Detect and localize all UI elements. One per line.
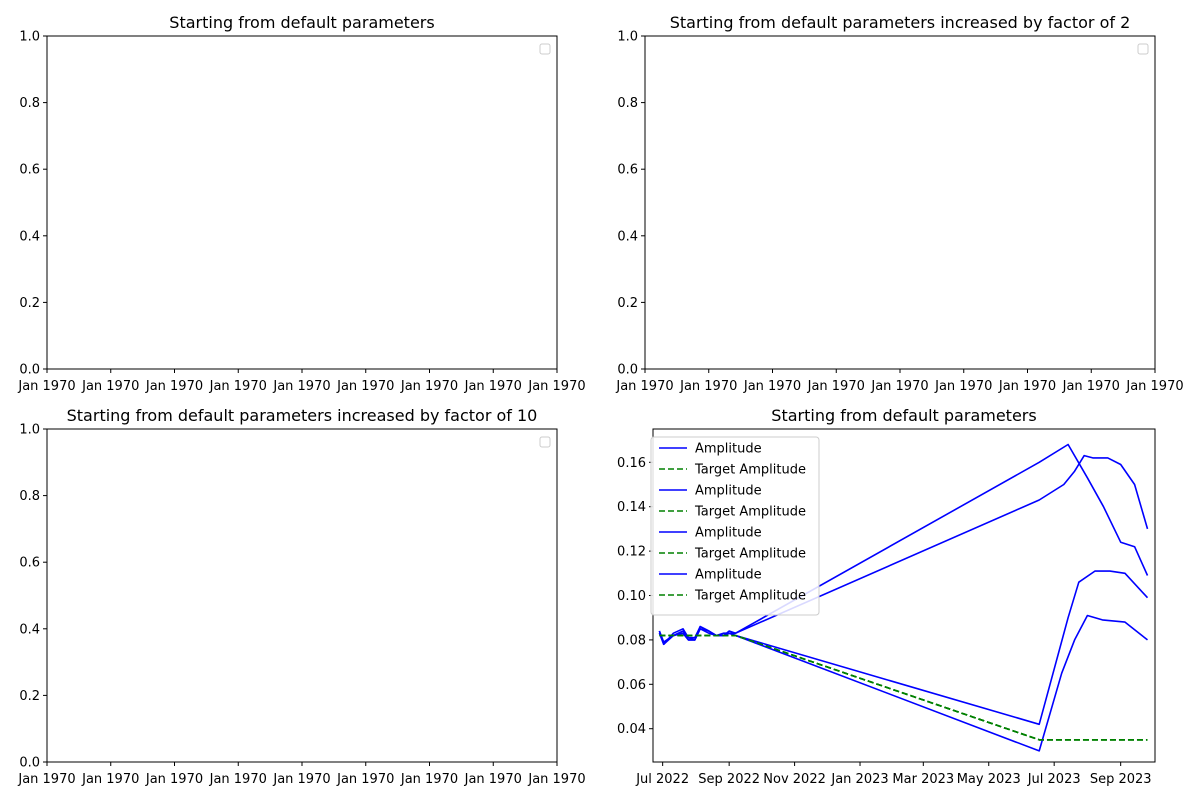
x-tick-label: Jan 1970 — [807, 379, 865, 394]
y-tick-label: 0.04 — [617, 722, 646, 737]
y-tick-label: 0.6 — [617, 163, 638, 178]
x-tick-label: Jan 1970 — [1062, 379, 1120, 394]
x-tick-label: Jan 1970 — [934, 379, 992, 394]
x-tick-label: Jul 2023 — [1027, 772, 1081, 787]
x-tick-label: Jan 1970 — [209, 772, 267, 787]
series-line-4 — [659, 634, 1148, 741]
legend-label: Target Amplitude — [694, 463, 806, 478]
legend-label: Target Amplitude — [694, 589, 806, 604]
axes-frame — [644, 35, 1156, 370]
legend-label: Target Amplitude — [694, 547, 806, 562]
x-tick-label: Jul 2022 — [635, 772, 689, 787]
y-tick-label: 1.0 — [19, 30, 40, 45]
x-tick-label: Jan 1970 — [527, 772, 585, 787]
y-tick-label: 0.10 — [617, 589, 646, 604]
x-tick-label: Jan 1970 — [336, 772, 394, 787]
y-tick-label: 0.6 — [19, 163, 40, 178]
x-tick-label: Jan 1970 — [145, 772, 203, 787]
x-tick-label: Jan 1970 — [272, 772, 330, 787]
y-tick-label: 0.0 — [19, 756, 40, 771]
x-tick-label: Jan 1970 — [400, 379, 458, 394]
x-tick-label: Jan 1970 — [17, 772, 75, 787]
legend-label: Amplitude — [695, 442, 762, 457]
x-tick-label: Jan 1970 — [81, 772, 139, 787]
chart-title: Starting from default parameters — [771, 406, 1036, 425]
y-tick-label: 0.6 — [19, 556, 40, 571]
x-tick-label: Jan 1970 — [870, 379, 928, 394]
x-tick-label: Jan 1970 — [464, 379, 522, 394]
y-tick-label: 1.0 — [19, 423, 40, 438]
chart-title: Starting from default parameters increas… — [670, 13, 1131, 32]
chart-title: Starting from default parameters — [169, 13, 434, 32]
y-tick-label: 0.06 — [617, 678, 646, 693]
legend-box — [539, 436, 551, 448]
y-tick-label: 0.4 — [617, 229, 638, 244]
x-tick-label: Jan 1970 — [743, 379, 801, 394]
x-tick-label: Jan 1970 — [464, 772, 522, 787]
y-tick-label: 0.12 — [617, 545, 646, 560]
y-tick-label: 0.16 — [617, 456, 646, 471]
x-tick-label: Nov 2022 — [763, 772, 826, 787]
axes-frame — [46, 35, 558, 370]
legend-label: Amplitude — [695, 526, 762, 541]
y-tick-label: 0.2 — [19, 296, 40, 311]
series-line-6 — [659, 634, 1148, 741]
x-tick-label: Mar 2023 — [892, 772, 954, 787]
y-tick-label: 0.14 — [617, 500, 646, 515]
x-tick-label: Jan 1970 — [615, 379, 673, 394]
x-tick-label: Sep 2022 — [698, 772, 760, 787]
legend-label: Amplitude — [695, 568, 762, 583]
y-tick-label: 0.08 — [617, 633, 646, 648]
series-line-1 — [658, 443, 1149, 646]
chart-1: Starting from default parameters 0.0 0.2 0.… — [17, 13, 585, 394]
legend-label: Target Amplitude — [694, 505, 806, 520]
x-tick-label: Jan 1970 — [400, 772, 458, 787]
x-tick-label: Jan 1970 — [17, 379, 75, 394]
x-tick-label: Jan 1970 — [209, 379, 267, 394]
y-tick-label: 0.4 — [19, 229, 40, 244]
legend: Amplitude Target Amplitude Amplitude Target… — [650, 436, 820, 616]
x-tick-label: Jan 1970 — [145, 379, 203, 394]
legend-box — [539, 43, 551, 55]
y-tick-label: 1.0 — [617, 30, 638, 45]
x-tick-label: Jan 1970 — [1125, 379, 1183, 394]
y-tick-label: 0.2 — [617, 296, 638, 311]
y-tick-label: 0.0 — [19, 363, 40, 378]
x-tick-label: Jan 1970 — [272, 379, 330, 394]
legend-frame — [650, 436, 820, 616]
y-tick-label: 0.8 — [19, 96, 40, 111]
series-line-2 — [659, 634, 1148, 741]
chart-title: Starting from default parameters increas… — [67, 406, 538, 425]
x-tick-label: Jan 1970 — [679, 379, 737, 394]
axes-frame — [46, 428, 558, 763]
x-tick-label: Jan 1970 — [81, 379, 139, 394]
x-tick-label: Jan 1970 — [336, 379, 394, 394]
x-tick-label: Jan 1970 — [998, 379, 1056, 394]
x-tick-label: Sep 2023 — [1090, 772, 1152, 787]
y-tick-label: 0.8 — [19, 489, 40, 504]
x-tick-label: Jan 1970 — [527, 379, 585, 394]
chart-4: Starting from default parameters 0.04 0.06… — [617, 406, 1156, 787]
legend-label: Amplitude — [695, 484, 762, 499]
x-tick-label: May 2023 — [957, 772, 1021, 787]
y-tick-label: 0.2 — [19, 689, 40, 704]
y-tick-label: 0.4 — [19, 622, 40, 637]
series-line-8 — [659, 634, 1148, 741]
y-tick-label: 0.0 — [617, 363, 638, 378]
chart-3: Starting from default parameters increas… — [17, 406, 585, 787]
y-tick-label: 0.8 — [617, 96, 638, 111]
x-tick-label: Jan 2023 — [830, 772, 888, 787]
legend-box — [1137, 43, 1149, 55]
chart-2: Starting from default parameters increas… — [615, 13, 1183, 394]
